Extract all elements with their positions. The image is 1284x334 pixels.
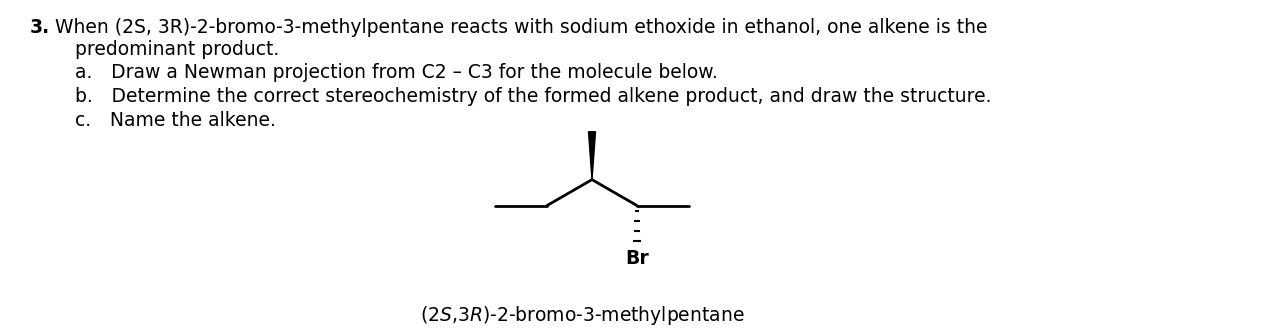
- Text: (2$\it{S}$,3$\it{R}$)-2-bromo-3-methylpentane: (2$\it{S}$,3$\it{R}$)-2-bromo-3-methylpe…: [420, 304, 745, 327]
- Text: c. Name the alkene.: c. Name the alkene.: [74, 111, 276, 130]
- Text: Br: Br: [625, 249, 648, 269]
- Text: predominant product.: predominant product.: [74, 40, 279, 59]
- Text: When (2S, 3R)-2-bromo-3-methylpentane reacts with sodium ethoxide in ethanol, on: When (2S, 3R)-2-bromo-3-methylpentane re…: [55, 18, 987, 37]
- Text: b. Determine the correct stereochemistry of the formed alkene product, and draw : b. Determine the correct stereochemistry…: [74, 87, 991, 106]
- Text: 3.: 3.: [30, 18, 50, 37]
- Polygon shape: [588, 132, 596, 180]
- Text: a. Draw a Newman projection from C2 – C3 for the molecule below.: a. Draw a Newman projection from C2 – C3…: [74, 63, 718, 82]
